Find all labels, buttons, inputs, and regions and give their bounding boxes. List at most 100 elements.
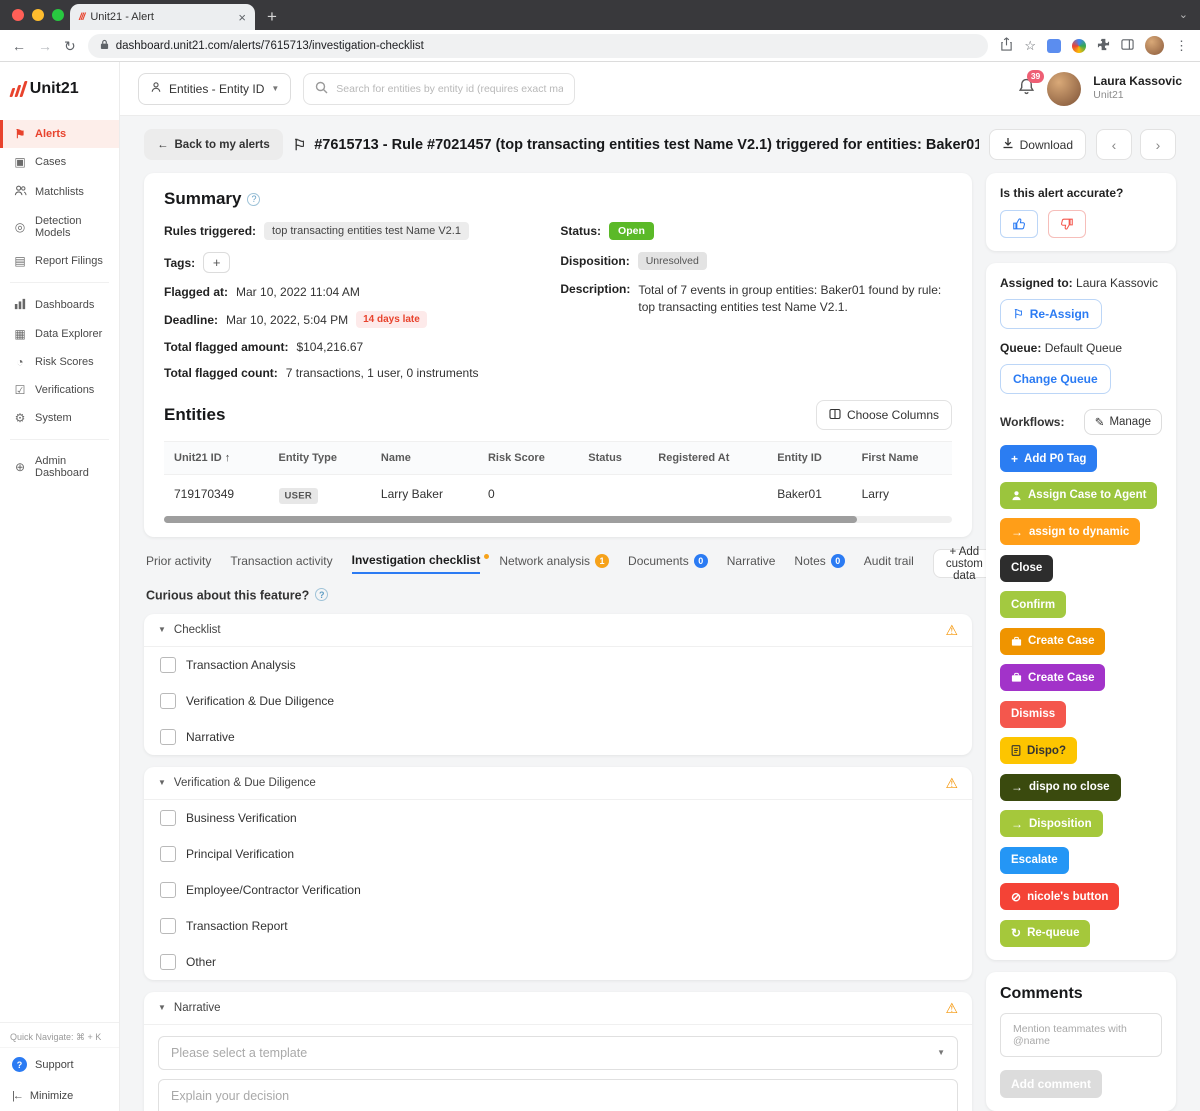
share-icon[interactable] [1000,37,1013,54]
thumbs-up-button[interactable] [1000,210,1038,238]
address-bar[interactable]: dashboard.unit21.com/alerts/7615713/inve… [87,33,989,58]
window-zoom-button[interactable] [52,9,64,21]
tab-network-analysis[interactable]: Network analysis 1 [499,554,610,573]
global-search[interactable] [303,72,576,105]
sidebar-item-dashboards[interactable]: Dashboards [0,290,119,320]
workflow-button-escalate[interactable]: Escalate [1000,846,1069,874]
bookmark-star-icon[interactable]: ☆ [1024,38,1036,53]
column-header-name[interactable]: Name [370,441,478,475]
browser-forward-button[interactable]: → [38,37,52,54]
add-custom-data-button[interactable]: + Add custom data [932,546,996,582]
checkbox[interactable] [160,845,176,862]
thumbs-down-button[interactable] [1048,210,1086,238]
sidebar-item-admin-dashboard[interactable]: ⊕ Admin Dashboard [0,447,119,487]
help-icon[interactable]: ? [247,192,261,206]
window-close-button[interactable] [12,9,24,21]
decision-textarea[interactable] [158,1078,958,1111]
back-to-alerts-button[interactable]: ← Back to my alerts [144,129,283,160]
column-header-first-name[interactable]: First Name [851,441,952,475]
template-select[interactable]: Please select a template ▼ [158,1035,958,1070]
column-header-status[interactable]: Status [578,441,649,475]
workflow-button-confirm[interactable]: Confirm [1000,591,1067,618]
horizontal-scrollbar[interactable] [164,516,952,523]
sidebar-item-cases[interactable]: ▣ Cases [0,148,119,176]
tab-close-icon[interactable]: × [238,9,246,25]
tab-prior-activity[interactable]: Prior activity [146,554,212,568]
download-button[interactable]: Download [988,129,1086,160]
workflow-button-requeue[interactable]: ↻ Re-queue [1000,919,1091,947]
sidebar-item-matchlists[interactable]: Matchlists [0,176,119,207]
workflow-button-dispo-no-close[interactable]: → dispo no close [1000,773,1121,801]
browser-tab[interactable]: /// Unit21 - Alert × [70,4,255,30]
scrollbar-thumb[interactable] [164,516,858,523]
checkbox[interactable] [160,917,176,934]
sidebar-item-data-explorer[interactable]: ▦ Data Explorer [0,320,119,348]
sidebar-item-detection-models[interactable]: ◎ Detection Models [0,207,119,247]
browser-profile-avatar[interactable] [1145,36,1164,55]
manage-workflows-button[interactable]: ✎ Manage [1083,409,1162,435]
verification-section-header[interactable]: ▼ Verification & Due Diligence ⚠ [144,767,972,800]
sidebar-item-risk-scores[interactable]: ◔ Risk Scores [0,348,119,376]
sidebar-item-alerts[interactable]: ⚑ Alerts [0,120,119,148]
side-panel-icon[interactable] [1121,38,1134,54]
workflow-button-dispo[interactable]: Dispo? [1000,737,1077,764]
search-input[interactable] [336,82,564,95]
add-tag-button[interactable]: + [203,252,231,273]
support-button[interactable]: ? Support [0,1048,119,1081]
sidebar-item-report-filings[interactable]: ▤ Report Filings [0,247,119,275]
tab-audit-trail[interactable]: Audit trail [863,554,914,568]
extensions-puzzle-icon[interactable] [1097,38,1110,54]
help-icon[interactable]: ? [315,588,329,601]
sidebar-item-verifications[interactable]: ☑ Verifications [0,376,119,404]
checkbox[interactable] [160,953,176,970]
user-info[interactable]: Laura Kassovic Unit21 [1093,74,1182,102]
checkbox[interactable] [160,809,176,826]
tab-narrative[interactable]: Narrative [726,554,776,568]
add-comment-button[interactable]: Add comment [1000,1069,1103,1098]
comment-textarea[interactable] [1000,1012,1162,1057]
next-alert-button[interactable]: › [1140,129,1176,160]
rule-tag[interactable]: top transacting entities test Name V2.1 [264,222,469,240]
new-tab-button[interactable]: + [267,7,277,26]
workflow-button-close[interactable]: Close [1000,554,1054,582]
reassign-button[interactable]: ⚐ Re-Assign [1000,299,1103,329]
tab-search-icon[interactable]: ⌄ [1178,9,1188,21]
workflow-button-add-p0-tag[interactable]: + Add P0 Tag [1000,445,1098,472]
column-header-registered-at[interactable]: Registered At [648,441,768,475]
browser-back-button[interactable]: ← [12,37,26,54]
browser-menu-icon[interactable]: ⋮ [1175,38,1188,53]
tab-notes[interactable]: Notes 0 [794,554,845,573]
checkbox[interactable] [160,728,176,745]
workflow-button-create-case-purple[interactable]: Create Case [1000,664,1106,691]
column-header-entity-type[interactable]: Entity Type [268,441,371,475]
extension-icon[interactable] [1047,38,1061,53]
workflow-button-assign-to-dynamic[interactable]: → assign to dynamic [1000,518,1141,545]
browser-reload-button[interactable]: ↻ [64,37,76,54]
google-account-extension-icon[interactable] [1072,38,1086,53]
tab-investigation-checklist[interactable]: Investigation checklist [351,553,490,574]
column-header-risk-score[interactable]: Risk Score [477,441,579,475]
column-header-unit21-id[interactable]: Unit21 ID ↑ [164,441,269,475]
workflow-button-assign-case-to-agent[interactable]: Assign Case to Agent [1000,481,1158,509]
unit21-logo[interactable]: Unit21 [0,62,119,116]
checkbox[interactable] [160,656,176,673]
change-queue-button[interactable]: Change Queue [1000,364,1111,394]
notifications-bell-icon[interactable]: 39 [1018,70,1045,98]
checkbox[interactable] [160,881,176,898]
entity-table-row[interactable]: 719170349 USER Larry Baker 0 Baker01 Lar… [164,475,952,514]
tab-transaction-activity[interactable]: Transaction activity [230,554,333,568]
checkbox[interactable] [160,692,176,709]
checklist-section-header[interactable]: ▼ Checklist ⚠ [144,614,972,647]
minimize-sidebar-button[interactable]: |← Minimize [0,1081,119,1111]
workflow-button-create-case-orange[interactable]: Create Case [1000,627,1106,655]
user-avatar[interactable] [1047,71,1082,106]
previous-alert-button[interactable]: ‹ [1096,129,1132,160]
tab-documents[interactable]: Documents 0 [628,554,708,573]
workflow-button-disposition[interactable]: → Disposition [1000,810,1103,837]
workflow-button-nicoles-button[interactable]: ⊘ nicole's button [1000,883,1120,910]
choose-columns-button[interactable]: Choose Columns [815,400,952,430]
sidebar-item-system[interactable]: ⚙ System [0,404,119,432]
entity-type-selector[interactable]: Entities - Entity ID ▼ [138,72,292,105]
window-minimize-button[interactable] [32,9,44,21]
narrative-section-header[interactable]: ▼ Narrative ⚠ [144,992,972,1025]
